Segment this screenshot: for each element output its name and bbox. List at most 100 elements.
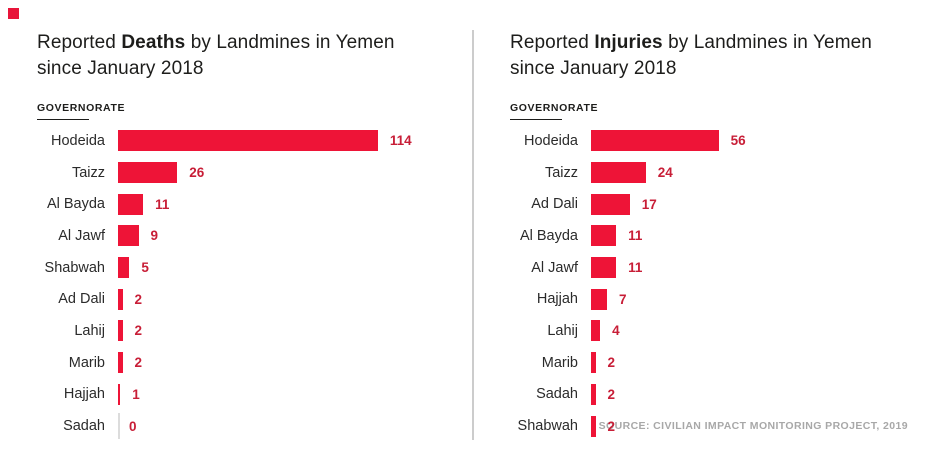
governorate-label: Shabwah bbox=[44, 259, 105, 276]
value-label: 11 bbox=[628, 260, 643, 276]
value-bar bbox=[591, 415, 596, 437]
governorate-column-header: GOVERNORATE bbox=[510, 102, 940, 120]
value-label: 114 bbox=[389, 133, 412, 149]
bar-row: Shabwah 2 bbox=[510, 410, 940, 442]
governorate-label: Hajjah bbox=[536, 291, 578, 308]
value-bar bbox=[118, 320, 123, 342]
bar-row: Lahij 2 bbox=[37, 315, 462, 347]
bar-row: Hodeida 114 bbox=[37, 125, 462, 157]
chart-title: Reported Deaths by Landmines in Yemen sin… bbox=[37, 32, 395, 79]
bar-zone: 26 bbox=[118, 159, 204, 186]
value-bar bbox=[591, 352, 596, 374]
zero-baseline-tick bbox=[118, 413, 120, 440]
value-label: 2 bbox=[134, 291, 143, 307]
value-label: 0 bbox=[129, 418, 137, 434]
value-bar bbox=[591, 320, 601, 342]
bar-zone: 1 bbox=[118, 381, 140, 408]
value-label: 56 bbox=[730, 133, 746, 149]
bar-row: Ad Dali 2 bbox=[37, 283, 462, 315]
bar-row: Hajjah 1 bbox=[37, 379, 462, 411]
bar-row: Hajjah 7 bbox=[510, 283, 940, 315]
value-bar bbox=[118, 257, 130, 279]
value-label: 11 bbox=[155, 196, 170, 212]
bar-zone: 9 bbox=[118, 222, 158, 249]
value-label: 1 bbox=[132, 386, 140, 402]
bar-row: Taizz 24 bbox=[510, 157, 940, 189]
bar-row: Lahij 4 bbox=[510, 315, 940, 347]
value-label: 2 bbox=[134, 355, 143, 371]
bar-row: Sadah 0 bbox=[37, 410, 462, 442]
governorate-label: Sadah bbox=[536, 386, 578, 403]
governorate-label: Sadah bbox=[63, 418, 105, 435]
bar-row: Hodeida 56 bbox=[510, 125, 940, 157]
bar-zone: 2 bbox=[591, 413, 615, 440]
bar-zone: 2 bbox=[591, 381, 615, 408]
bar-row: Sadah 2 bbox=[510, 379, 940, 411]
bar-zone: 2 bbox=[591, 349, 615, 376]
value-label: 2 bbox=[607, 418, 616, 434]
value-label: 9 bbox=[150, 228, 159, 244]
value-bar bbox=[118, 383, 121, 405]
bar-zone: 24 bbox=[591, 159, 673, 186]
value-label: 4 bbox=[612, 323, 620, 339]
value-bar bbox=[118, 288, 123, 310]
value-bar bbox=[591, 225, 617, 247]
bar-row: Taizz 26 bbox=[37, 157, 462, 189]
value-label: 2 bbox=[607, 386, 616, 402]
value-bar bbox=[591, 193, 630, 215]
bar-zone: 2 bbox=[118, 286, 142, 313]
value-bar bbox=[591, 288, 607, 310]
value-bar bbox=[591, 257, 617, 279]
bar-zone: 2 bbox=[118, 317, 142, 344]
bar-zone: 114 bbox=[118, 127, 412, 154]
bar-zone: 11 bbox=[591, 222, 642, 249]
governorate-label: Hodeida bbox=[50, 132, 105, 149]
governorate-label: Al Jawf bbox=[58, 227, 105, 244]
value-label: 2 bbox=[607, 355, 616, 371]
source-note: SOURCE: CIVILIAN IMPACT MONITORING PROJE… bbox=[598, 420, 908, 432]
value-bar bbox=[118, 193, 144, 215]
deaths-chart-panel: Reported Deaths by Landmines in Yemen sin… bbox=[37, 30, 462, 442]
value-label: 11 bbox=[628, 228, 643, 244]
bar-zone: 11 bbox=[591, 254, 642, 281]
value-bar bbox=[591, 162, 646, 184]
bar-row: Al Bayda 11 bbox=[510, 220, 940, 252]
bar-zone: 0 bbox=[118, 413, 137, 440]
governorate-label: Shabwah bbox=[517, 418, 578, 435]
bar-zone: 5 bbox=[118, 254, 149, 281]
value-bar bbox=[591, 383, 596, 405]
governorate-column-header: GOVERNORATE bbox=[37, 102, 462, 120]
governorate-label: Marib bbox=[68, 354, 105, 371]
governorate-label: Lahij bbox=[547, 322, 578, 339]
injuries-chart-panel: Reported Injuries by Landmines in Yemen s… bbox=[510, 30, 940, 442]
value-label: 5 bbox=[141, 260, 149, 276]
value-bar bbox=[591, 130, 719, 152]
governorate-label: Al Jawf bbox=[531, 259, 578, 276]
governorate-label: Taizz bbox=[544, 164, 578, 181]
governorate-label: Ad Dali bbox=[531, 196, 578, 213]
red-square-logo bbox=[8, 8, 19, 19]
bar-zone: 4 bbox=[591, 317, 620, 344]
bar-row: Al Bayda 11 bbox=[37, 188, 462, 220]
bar-zone: 17 bbox=[591, 191, 657, 218]
bar-zone: 11 bbox=[118, 191, 169, 218]
value-bar bbox=[118, 225, 139, 247]
bar-zone: 56 bbox=[591, 127, 746, 154]
bar-zone: 2 bbox=[118, 349, 142, 376]
panel-divider bbox=[472, 30, 474, 440]
governorate-label: Lahij bbox=[74, 322, 105, 339]
governorate-label: Al Bayda bbox=[46, 196, 105, 213]
value-label: 17 bbox=[641, 196, 657, 212]
value-label: 26 bbox=[189, 165, 205, 181]
value-label: 24 bbox=[657, 165, 673, 181]
governorate-label: Taizz bbox=[71, 164, 105, 181]
governorate-label: Hajjah bbox=[63, 386, 105, 403]
value-bar bbox=[118, 352, 123, 374]
bar-row: Al Jawf 11 bbox=[510, 252, 940, 284]
bar-row: Shabwah 5 bbox=[37, 252, 462, 284]
bar-rows: Hodeida 114 Taizz 26 Al Bayda 11 Al Jawf 9 Shabw… bbox=[37, 125, 462, 442]
bar-row: Marib 2 bbox=[510, 347, 940, 379]
bar-rows: Hodeida 56 Taizz 24 Ad Dali 17 Al Bayda 11 Al Ja… bbox=[510, 125, 940, 442]
bar-row: Ad Dali 17 bbox=[510, 188, 940, 220]
value-label: 7 bbox=[618, 291, 627, 307]
